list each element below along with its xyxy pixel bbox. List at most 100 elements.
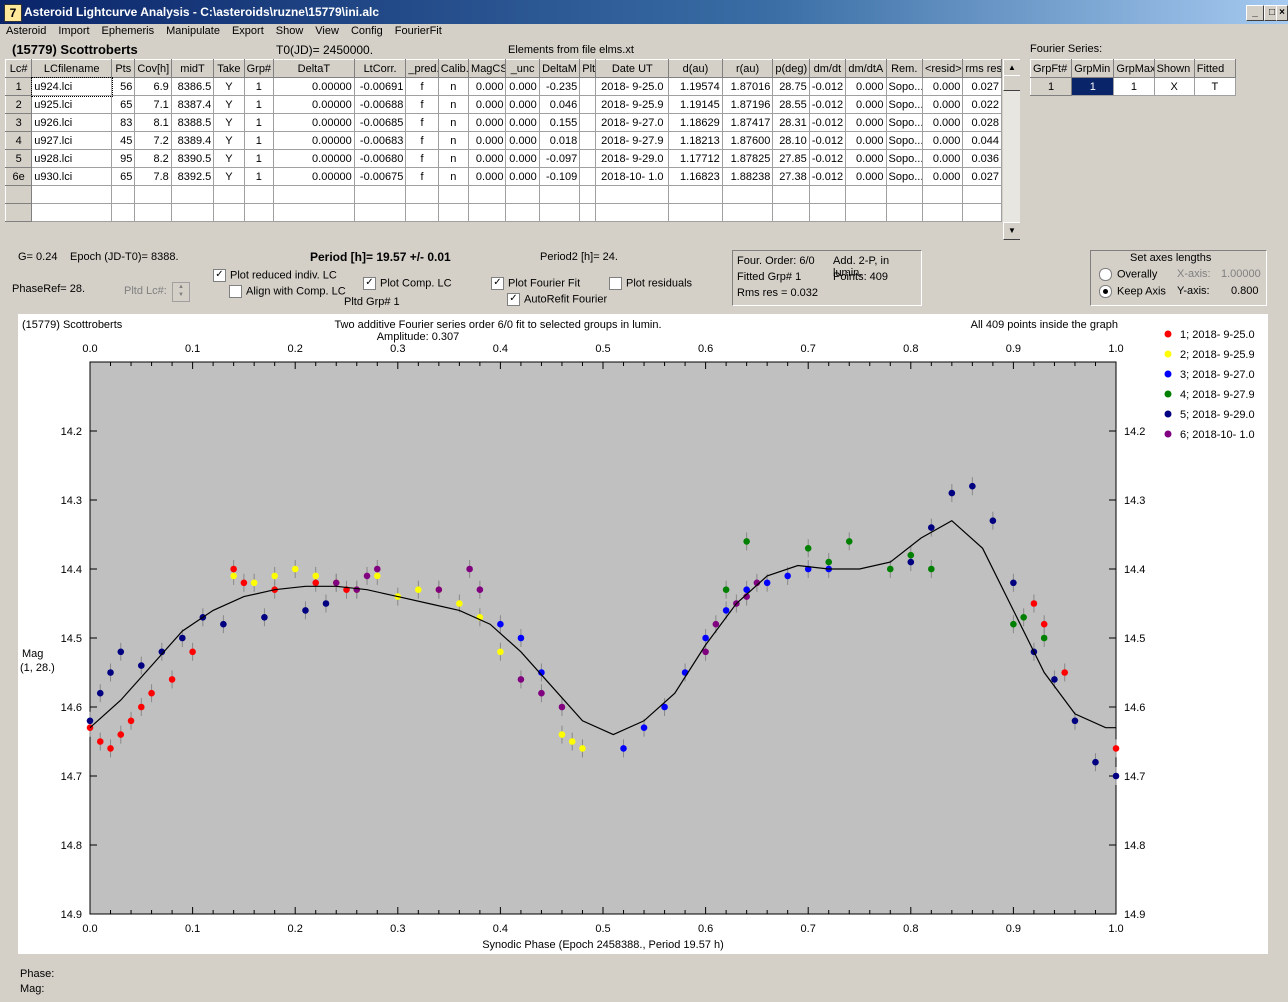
- lc-col-11[interactable]: MagCS: [468, 59, 507, 78]
- y-axis-value[interactable]: 0.800: [1231, 285, 1259, 297]
- table-cell[interactable]: 0.000: [921, 95, 964, 114]
- table-cell[interactable]: 0.027: [962, 167, 1002, 186]
- table-cell[interactable]: 0.00000: [272, 131, 355, 150]
- lc-col-23[interactable]: rms res: [962, 59, 1002, 78]
- lc-col-12[interactable]: _unc: [505, 59, 540, 78]
- table-cell[interactable]: 0.000: [921, 167, 964, 186]
- fourier-cell-shown[interactable]: X: [1153, 77, 1195, 96]
- table-cell[interactable]: 1: [243, 131, 274, 150]
- table-cell[interactable]: [579, 131, 597, 150]
- lc-col-0[interactable]: Lc#: [5, 59, 33, 78]
- table-cell[interactable]: 83: [111, 113, 136, 132]
- table-cell[interactable]: [468, 203, 507, 222]
- table-cell[interactable]: Y: [213, 95, 245, 114]
- table-cell[interactable]: 8.2: [134, 149, 172, 168]
- plot-comp-checkbox[interactable]: ✓ Plot Comp. LC: [363, 277, 452, 290]
- lc-col-2[interactable]: Pts: [111, 59, 136, 78]
- table-cell[interactable]: 1.87825: [721, 149, 774, 168]
- table-cell[interactable]: 0.000: [505, 77, 540, 96]
- fourier-cell-grpft[interactable]: 1: [1029, 77, 1073, 96]
- table-cell[interactable]: 7.2: [134, 131, 172, 150]
- table-cell[interactable]: 95: [111, 149, 136, 168]
- table-cell[interactable]: 2018- 9-29.0: [595, 149, 670, 168]
- lc-col-10[interactable]: Calib.: [437, 59, 470, 78]
- table-cell[interactable]: 0.000: [468, 149, 507, 168]
- table-cell[interactable]: [134, 185, 172, 204]
- table-cell[interactable]: f: [405, 113, 439, 132]
- table-cell[interactable]: 1: [243, 149, 274, 168]
- table-cell[interactable]: 0.000: [505, 113, 540, 132]
- table-row[interactable]: 1 u924.lci 56 6.9 8386.5 Y 1 0.00000 -0.00691 f n 0…: [5, 76, 1002, 97]
- table-cell[interactable]: [31, 203, 113, 222]
- lc-table-scrollbar[interactable]: ▲ ▼: [1003, 59, 1020, 240]
- menu-view[interactable]: View: [315, 25, 339, 37]
- table-cell[interactable]: 65: [111, 95, 136, 114]
- table-cell[interactable]: [772, 185, 810, 204]
- table-cell[interactable]: 2018- 9-27.0: [595, 113, 670, 132]
- lc-col-4[interactable]: midT: [170, 59, 215, 78]
- menu-export[interactable]: Export: [231, 25, 264, 37]
- table-cell[interactable]: [243, 203, 274, 222]
- menu-manipulate[interactable]: Manipulate: [166, 25, 220, 37]
- table-cell[interactable]: [808, 203, 847, 222]
- table-cell[interactable]: Y: [213, 113, 245, 132]
- lc-col-18[interactable]: p(deg): [772, 59, 810, 78]
- table-cell[interactable]: 2018-10- 1.0: [595, 167, 670, 186]
- table-row[interactable]: 4 u927.lci 45 7.2 8389.4 Y 1 0.00000 -0.00683 f n 0…: [5, 131, 1002, 150]
- plot-reduced-checkbox[interactable]: ✓ Plot reduced indiv. LC: [213, 269, 337, 282]
- table-cell[interactable]: 0.046: [538, 95, 581, 114]
- autorefit-checkbox[interactable]: ✓ AutoRefit Fourier: [507, 293, 607, 306]
- table-cell[interactable]: 8.1: [134, 113, 172, 132]
- lc-col-3[interactable]: Cov[h]: [134, 59, 172, 78]
- table-cell[interactable]: [962, 185, 1002, 204]
- table-cell[interactable]: [170, 203, 215, 222]
- table-cell[interactable]: 28.31: [772, 113, 810, 132]
- table-cell[interactable]: 2018- 9-25.9: [595, 95, 670, 114]
- row-header[interactable]: 1: [5, 77, 33, 96]
- table-cell[interactable]: 0.000: [845, 167, 887, 186]
- table-cell[interactable]: 0.000: [845, 113, 887, 132]
- table-cell[interactable]: 45: [111, 131, 136, 150]
- keep-axis-radio[interactable]: Keep Axis: [1099, 285, 1166, 298]
- table-cell[interactable]: 8388.5: [170, 113, 215, 132]
- table-cell[interactable]: 0.000: [921, 77, 964, 96]
- table-cell[interactable]: -0.00683: [353, 131, 407, 150]
- table-cell[interactable]: 0.000: [505, 131, 540, 150]
- table-cell[interactable]: [170, 185, 215, 204]
- table-cell[interactable]: [111, 203, 136, 222]
- lc-col-17[interactable]: r(au): [721, 59, 774, 78]
- fourier-cell-grpmax[interactable]: 1: [1113, 77, 1155, 96]
- table-cell[interactable]: 8392.5: [170, 167, 215, 186]
- lc-col-14[interactable]: Plt: [579, 59, 597, 78]
- table-cell[interactable]: 8389.4: [170, 131, 215, 150]
- table-cell[interactable]: u926.lci: [31, 113, 113, 132]
- table-cell[interactable]: [668, 203, 723, 222]
- table-cell[interactable]: 0.000: [845, 77, 887, 96]
- table-cell[interactable]: n: [437, 95, 470, 114]
- menu-import[interactable]: Import: [58, 25, 90, 37]
- table-cell[interactable]: [134, 203, 172, 222]
- table-row[interactable]: 5 u928.lci 95 8.2 8390.5 Y 1 0.00000 -0.00680 f n 0…: [5, 149, 1002, 168]
- table-cell[interactable]: [921, 185, 964, 204]
- table-cell[interactable]: [538, 185, 581, 204]
- table-cell[interactable]: [885, 203, 923, 222]
- table-cell[interactable]: -0.097: [538, 149, 581, 168]
- table-cell[interactable]: 1.17712: [668, 149, 723, 168]
- menu-fourierfit[interactable]: FourierFit: [394, 25, 442, 37]
- close-button[interactable]: ×: [1276, 5, 1288, 21]
- table-cell[interactable]: [272, 185, 355, 204]
- scroll-thumb[interactable]: [1003, 75, 1020, 91]
- table-cell[interactable]: -0.012: [808, 95, 847, 114]
- table-cell[interactable]: 1: [243, 95, 274, 114]
- table-cell[interactable]: [595, 203, 670, 222]
- table-cell[interactable]: 0.000: [468, 77, 507, 96]
- table-cell[interactable]: -0.00675: [353, 167, 407, 186]
- table-cell[interactable]: -0.012: [808, 77, 847, 96]
- table-cell[interactable]: Y: [213, 167, 245, 186]
- scroll-down-icon[interactable]: ▼: [1003, 222, 1020, 240]
- table-cell[interactable]: [405, 185, 439, 204]
- table-cell[interactable]: -0.012: [808, 167, 847, 186]
- row-header[interactable]: 5: [5, 149, 33, 168]
- table-cell[interactable]: [243, 185, 274, 204]
- table-cell[interactable]: 0.00000: [272, 95, 355, 114]
